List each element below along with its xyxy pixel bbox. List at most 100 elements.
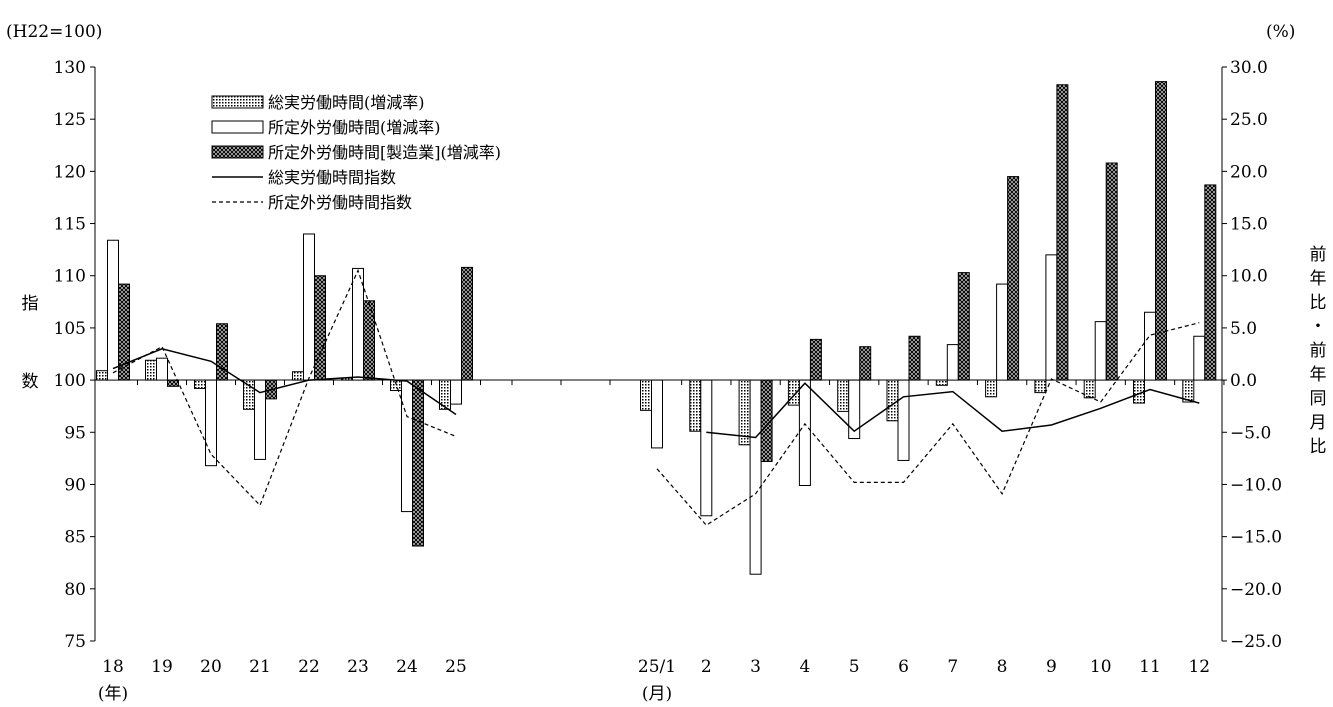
left-axis-title: 指数 [22,294,39,392]
x-axis-labels: 18 19 20 21 22 23 24 25 25/1 2 3 4 5 6 7 8 9 10 11 12 [102,657,1210,677]
bar-white-9 [700,379,713,517]
right-axis-ticks: −25.0 −20.0 −15.0 −10.0 −5.0 0.0 5.0 10.0 15.0 20… [1222,58,1282,652]
left-tick-label: 100 [54,371,86,391]
right-axis-title-char: 比 [1310,293,1327,313]
bar-white-13 [897,379,910,461]
x-tick-label: 11 [1139,657,1161,677]
bar-white-12 [848,379,861,440]
bar-white-5 [352,267,364,381]
bar-dots-9 [689,379,702,432]
x-tick-label: 22 [298,657,320,677]
bar-crosshatch-5 [363,300,375,381]
bar-dots-1 [145,359,157,381]
right-tick-label: 15.0 [1230,215,1268,235]
bar-crosshatch-13 [908,335,921,381]
line-total-hours-index [112,348,457,416]
line-total-hours-index [706,382,1200,439]
left-axis-title-char: 指 [22,294,39,314]
bar-white-18 [1144,311,1156,381]
bar-white-8 [651,379,663,449]
bar-crosshatch-11 [809,338,822,381]
bar-dots-11 [787,379,800,406]
bar-dots-4 [292,371,304,381]
x-tick-label: 18 [102,657,124,677]
legend-label-overtime-rate: 所定外労働時間(増減率) [268,118,441,137]
left-tick-label: 80 [64,580,86,600]
x-tick-label: 19 [151,657,173,677]
x-tick-label: 23 [347,657,369,677]
legend-swatch-overtime-rate [211,120,264,134]
right-axis-title-char: 前 [1310,245,1327,265]
right-tick-label: 30.0 [1230,58,1268,78]
x-tick-label: 7 [947,657,958,677]
x-tick-label: 8 [997,657,1008,677]
left-tick-label: 110 [54,267,86,287]
right-tick-label: −5.0 [1230,423,1271,443]
left-tick-label: 105 [54,319,86,339]
left-tick-label: 130 [54,58,86,78]
bar-crosshatch-2 [216,323,228,381]
x-tick-label: 6 [898,657,909,677]
bar-dots-17 [1083,379,1096,399]
legend-label-overtime-index: 所定外労働時間指数 [268,193,412,212]
x-tick-label: 5 [849,657,860,677]
bar-dots-13 [886,379,899,422]
bar-crosshatch-12 [859,346,872,381]
right-tick-label: 20.0 [1230,162,1268,182]
left-tick-label: 125 [54,110,86,130]
left-unit-label: (H22=100) [6,22,102,42]
line-overtime-index [656,322,1200,526]
bar-white-4 [303,233,315,381]
x-tick-label: 24 [396,657,418,677]
bar-white-11 [798,379,811,486]
bar-crosshatch-14 [957,272,970,381]
group-unit-label: (年) [98,684,128,704]
bar-white-19 [1193,335,1206,381]
bar-white-15 [996,283,1009,381]
bar-dots-19 [1182,379,1195,403]
x-tick-label: 21 [249,657,271,677]
left-axis-ticks: 75 80 85 90 95 100 105 110 115 120 125 130 [54,58,95,652]
bar-white-10 [749,379,762,575]
right-axis-title-char: 比 [1310,437,1327,457]
legend-label-total-hours-rate: 総実労働時間(増減率) [268,93,425,112]
right-axis-title-char: ・ [1310,317,1327,337]
left-tick-label: 90 [64,475,86,495]
left-axis-title-char: 数 [22,372,39,392]
bar-crosshatch-18 [1155,81,1167,381]
bar-crosshatch-7 [461,266,473,381]
bar-white-6 [401,379,413,513]
legend-swatch-total-hours-rate [211,95,264,109]
bar-dots-2 [194,379,206,389]
x-tick-label: 3 [750,657,761,677]
right-tick-label: 5.0 [1230,319,1257,339]
legend-label-total-hours-index: 総実労働時間指数 [268,168,396,187]
x-tick-label: 25 [445,657,467,677]
bar-dots-14 [935,379,948,386]
bar-dots-8 [640,379,652,411]
right-axis-title-char: 月 [1310,413,1327,433]
right-tick-label: 0.0 [1230,371,1257,391]
bar-white-2 [205,379,217,467]
bar-white-1 [156,357,168,381]
bar-white-16 [1045,254,1058,381]
bar-dots-0 [96,370,108,381]
bar-dots-3 [243,379,255,410]
bar-white-0 [107,239,119,381]
x-tick-label: 2 [701,657,712,677]
bar-crosshatch-15 [1007,176,1020,381]
right-tick-label: −15.0 [1230,528,1282,548]
right-axis-title-char: 年 [1310,269,1327,289]
x-tick-label: 4 [799,657,810,677]
bar-crosshatch-17 [1105,162,1118,381]
bar-crosshatch-16 [1056,84,1069,381]
bar-crosshatch-10 [760,379,773,462]
left-tick-label: 120 [54,162,86,182]
bar-white-3 [254,379,266,460]
group-unit-label: (月) [642,684,672,704]
x-tick-label: 20 [200,657,222,677]
bar-dots-10 [738,379,751,446]
right-tick-label: 10.0 [1230,267,1268,287]
bar-white-7 [450,379,462,405]
